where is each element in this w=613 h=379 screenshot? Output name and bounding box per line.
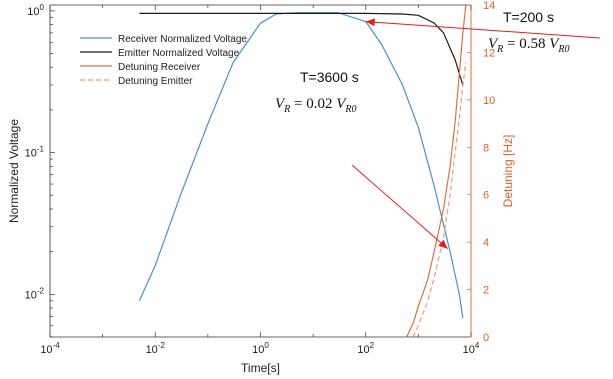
annotations: T=200 s VR = 0.58 VR0 T=3600 s VR = 0.02 VR… xyxy=(275,9,601,250)
series-line-3 xyxy=(412,61,467,337)
legend: Receiver Normalized Voltage Emitter Norma… xyxy=(80,34,247,87)
annotation-formula: VR = 0.58 VR0 xyxy=(488,36,570,55)
legend-label: Emitter Normalized Voltage xyxy=(118,48,240,59)
annotation-label: T=3600 s xyxy=(300,69,359,85)
annotation-label: T=200 s xyxy=(503,9,554,25)
y-right-tick-label: 14 xyxy=(483,0,495,12)
series-layer xyxy=(138,5,467,337)
x-axis-label: Time[s] xyxy=(241,361,280,375)
y-right-tick-label: 8 xyxy=(483,142,489,154)
plot-area xyxy=(50,5,471,337)
y-left-axis-label: Normalized Voltage xyxy=(7,119,21,223)
series-line-1 xyxy=(139,12,464,86)
y-right-axis-label: Detuning [Hz] xyxy=(501,135,515,208)
y-right-tick-label: 0 xyxy=(483,332,489,344)
annotation-arrowhead xyxy=(365,18,375,27)
y-right-tick-label: 2 xyxy=(483,285,489,297)
y-left-tick-label: 10-2 xyxy=(25,286,45,301)
annotation-arrow xyxy=(365,21,601,39)
y-right-tick-label: 12 xyxy=(483,47,495,59)
y-right-tick-label: 6 xyxy=(483,190,489,202)
y-left-tick-label: 10-1 xyxy=(25,145,45,160)
annotation-arrow xyxy=(351,164,448,250)
legend-label: Detuning Receiver xyxy=(118,62,201,73)
y-left-tick-label: 100 xyxy=(27,3,44,18)
axes-layer: 10-4 10-2 100 102 104 10-2 10-1 100 0 2 4 6 8 10 12 14 T… xyxy=(7,0,515,375)
annotation-formula: VR = 0.02 VR0 xyxy=(275,96,357,115)
legend-label: Receiver Normalized Voltage xyxy=(118,34,247,45)
annotation-arrowhead xyxy=(438,239,448,249)
legend-label: Detuning Emitter xyxy=(118,76,193,87)
series-line-0 xyxy=(138,12,464,319)
y-right-tick-label: 4 xyxy=(483,237,489,249)
x-tick-label: 100 xyxy=(252,341,269,356)
y-right-tick-label: 10 xyxy=(483,95,495,107)
x-tick-label: 10-2 xyxy=(146,341,166,356)
x-tick-label: 102 xyxy=(357,341,374,356)
x-tick-label: 104 xyxy=(463,341,480,356)
series-line-2 xyxy=(406,5,467,337)
x-tick-label: 10-4 xyxy=(40,341,60,356)
